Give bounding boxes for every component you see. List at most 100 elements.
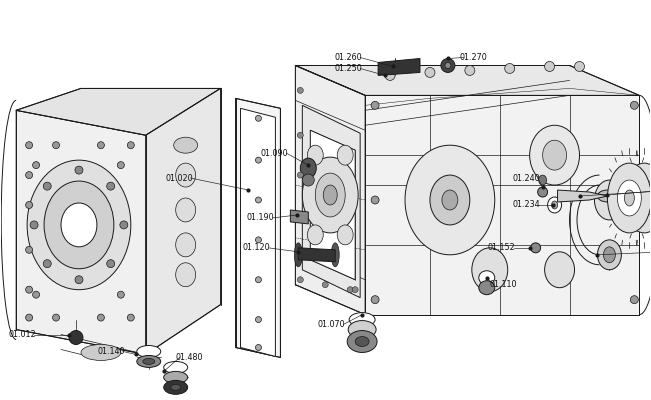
Ellipse shape bbox=[472, 248, 508, 292]
Ellipse shape bbox=[442, 190, 458, 210]
Circle shape bbox=[53, 314, 59, 321]
Circle shape bbox=[385, 70, 395, 80]
Circle shape bbox=[255, 157, 262, 163]
Circle shape bbox=[25, 246, 33, 253]
Ellipse shape bbox=[137, 346, 161, 358]
Ellipse shape bbox=[478, 281, 495, 295]
Ellipse shape bbox=[547, 197, 562, 213]
Polygon shape bbox=[240, 108, 275, 356]
Circle shape bbox=[117, 162, 124, 169]
Text: 01.190: 01.190 bbox=[247, 214, 275, 222]
Circle shape bbox=[445, 62, 451, 68]
Ellipse shape bbox=[176, 198, 196, 222]
Circle shape bbox=[302, 174, 314, 186]
Circle shape bbox=[545, 62, 555, 72]
Circle shape bbox=[30, 221, 38, 229]
Circle shape bbox=[43, 260, 51, 268]
Polygon shape bbox=[16, 110, 146, 354]
Circle shape bbox=[98, 314, 104, 321]
Circle shape bbox=[441, 58, 455, 72]
Circle shape bbox=[255, 277, 262, 283]
Text: 01.152: 01.152 bbox=[488, 243, 516, 252]
Circle shape bbox=[298, 87, 303, 93]
Ellipse shape bbox=[302, 157, 358, 233]
Ellipse shape bbox=[324, 185, 337, 205]
Ellipse shape bbox=[337, 225, 353, 245]
Ellipse shape bbox=[137, 356, 161, 368]
Circle shape bbox=[33, 291, 40, 298]
Text: 01.012: 01.012 bbox=[8, 330, 36, 339]
Circle shape bbox=[25, 142, 33, 149]
Ellipse shape bbox=[81, 344, 121, 360]
Circle shape bbox=[505, 64, 515, 74]
Circle shape bbox=[630, 196, 639, 204]
Circle shape bbox=[531, 243, 540, 253]
Ellipse shape bbox=[337, 145, 353, 165]
Ellipse shape bbox=[405, 145, 495, 255]
Circle shape bbox=[255, 197, 262, 203]
Circle shape bbox=[255, 237, 262, 243]
Text: 01.270: 01.270 bbox=[460, 53, 488, 62]
Ellipse shape bbox=[603, 247, 615, 263]
Text: 01.020: 01.020 bbox=[165, 174, 193, 182]
Ellipse shape bbox=[624, 190, 634, 206]
Ellipse shape bbox=[551, 201, 557, 209]
Circle shape bbox=[538, 187, 547, 197]
Ellipse shape bbox=[176, 163, 196, 187]
Circle shape bbox=[25, 286, 33, 293]
Text: 01.140: 01.140 bbox=[98, 347, 125, 356]
Ellipse shape bbox=[478, 271, 495, 285]
Circle shape bbox=[371, 196, 379, 204]
Circle shape bbox=[128, 314, 134, 321]
Text: 01.090: 01.090 bbox=[261, 149, 288, 158]
Ellipse shape bbox=[27, 160, 131, 290]
Ellipse shape bbox=[331, 243, 339, 267]
Polygon shape bbox=[290, 210, 309, 224]
Polygon shape bbox=[311, 130, 355, 280]
Text: 01.250: 01.250 bbox=[335, 64, 362, 73]
Polygon shape bbox=[296, 66, 639, 95]
Ellipse shape bbox=[163, 362, 187, 373]
Ellipse shape bbox=[143, 358, 155, 364]
Circle shape bbox=[117, 291, 124, 298]
Circle shape bbox=[255, 316, 262, 322]
Circle shape bbox=[25, 314, 33, 321]
Ellipse shape bbox=[545, 252, 575, 288]
Ellipse shape bbox=[174, 137, 198, 153]
Ellipse shape bbox=[348, 320, 376, 338]
Ellipse shape bbox=[594, 180, 624, 220]
Ellipse shape bbox=[171, 384, 181, 390]
Ellipse shape bbox=[315, 173, 345, 217]
Polygon shape bbox=[236, 98, 281, 358]
Polygon shape bbox=[302, 105, 360, 298]
Polygon shape bbox=[296, 66, 365, 315]
Circle shape bbox=[465, 66, 475, 76]
Circle shape bbox=[69, 330, 83, 344]
Ellipse shape bbox=[538, 175, 547, 185]
Text: 01.110: 01.110 bbox=[490, 280, 518, 289]
Circle shape bbox=[630, 296, 639, 304]
Ellipse shape bbox=[617, 180, 641, 216]
Circle shape bbox=[255, 344, 262, 350]
Polygon shape bbox=[16, 88, 221, 135]
Ellipse shape bbox=[607, 163, 651, 233]
Ellipse shape bbox=[355, 336, 369, 346]
Circle shape bbox=[371, 296, 379, 304]
Circle shape bbox=[575, 62, 585, 72]
Polygon shape bbox=[298, 248, 335, 262]
Ellipse shape bbox=[622, 163, 651, 233]
Ellipse shape bbox=[44, 181, 114, 269]
Ellipse shape bbox=[300, 158, 316, 178]
Ellipse shape bbox=[347, 330, 377, 352]
Circle shape bbox=[352, 287, 358, 293]
Circle shape bbox=[120, 221, 128, 229]
Text: 01.260: 01.260 bbox=[335, 53, 362, 62]
Circle shape bbox=[255, 115, 262, 121]
Circle shape bbox=[25, 172, 33, 178]
Ellipse shape bbox=[307, 145, 324, 165]
Ellipse shape bbox=[598, 240, 622, 270]
Text: 01.480: 01.480 bbox=[176, 353, 203, 362]
Circle shape bbox=[75, 276, 83, 284]
Circle shape bbox=[347, 287, 353, 293]
Polygon shape bbox=[365, 95, 639, 315]
